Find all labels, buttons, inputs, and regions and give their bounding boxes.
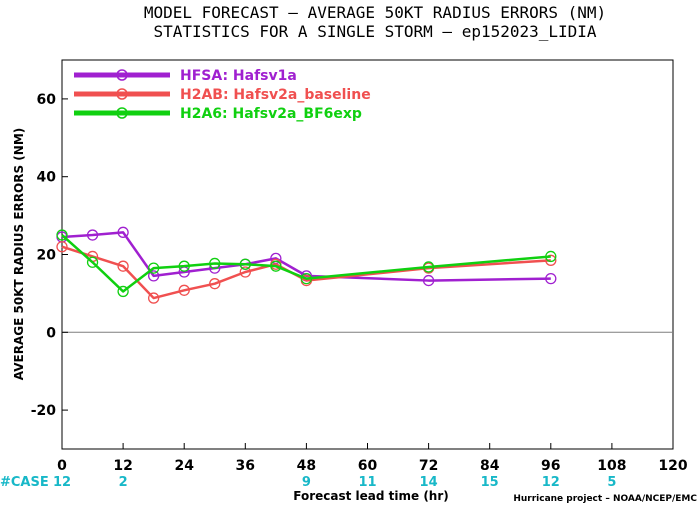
case-count: 2 [119, 475, 128, 490]
y-tick-label: -20 [31, 403, 57, 419]
data-point [86, 256, 99, 268]
x-tick-label: 120 [658, 458, 687, 474]
x-tick-label: 84 [480, 458, 500, 474]
data-point [545, 250, 557, 263]
data-point [56, 241, 68, 253]
data-point [147, 262, 160, 274]
series-3 [56, 229, 557, 298]
data-point [422, 261, 435, 273]
data-point [209, 257, 221, 270]
plot-frame [61, 59, 674, 450]
chart-subtitle: STATISTICS FOR A SINGLE STORM – ep152023… [153, 22, 596, 41]
data-point [545, 254, 557, 266]
x-tick-label: 108 [597, 458, 626, 474]
x-axis-label: Forecast lead time (hr) [293, 489, 449, 503]
credit-text: Hurricane project – NOAA/NCEP/EMC [513, 494, 697, 504]
data-point [147, 270, 160, 282]
data-point [117, 226, 129, 238]
data-point [545, 272, 557, 285]
y-tick-label: 20 [37, 248, 57, 264]
x-tick-label: 72 [419, 458, 438, 474]
legend-marker [116, 88, 128, 100]
case-count: 12 [542, 475, 560, 490]
legend-marker [116, 69, 128, 81]
data-point [422, 274, 435, 287]
case-count: 14 [420, 475, 438, 490]
x-tick-label: 0 [57, 458, 67, 474]
data-point [239, 258, 251, 270]
legend-entry: H2A6: Hafsv2a_BF6exp [180, 106, 362, 122]
case-count: 9 [302, 475, 311, 490]
data-point [117, 285, 129, 298]
legend-entry: H2AB: Hafsv2a_baseline [180, 87, 371, 103]
legend-entry: HFSA: Hafsv1a [180, 68, 297, 84]
x-tick-label: 24 [174, 458, 194, 474]
data-point [209, 278, 221, 290]
case-count: 11 [358, 475, 376, 490]
x-tick-label: 12 [113, 458, 132, 474]
case-count: 15 [481, 475, 499, 490]
case-count: 5 [607, 475, 616, 490]
data-point [239, 266, 251, 278]
data-point [178, 260, 190, 272]
data-point [117, 260, 129, 272]
y-tick-label: 0 [46, 325, 56, 341]
x-tick-label: 48 [297, 458, 316, 474]
data-point [86, 229, 99, 241]
chart-title: MODEL FORECAST – AVERAGE 50KT RADIUS ERR… [144, 3, 606, 22]
series-2 [56, 241, 557, 304]
x-tick-label: 60 [358, 458, 378, 474]
series-line [61, 234, 551, 293]
data-point [147, 292, 160, 304]
data-point [56, 229, 68, 241]
y-tick-label: 40 [37, 170, 57, 186]
data-point [178, 284, 190, 296]
case-count: 12 [53, 475, 71, 490]
y-axis-label: AVERAGE 50KT RADIUS ERRORS (NM) [12, 128, 26, 380]
x-tick-label: 36 [236, 458, 255, 474]
case-label: #CASE [0, 475, 49, 490]
x-tick-label: 96 [541, 458, 560, 474]
data-point [300, 272, 313, 285]
series-line [61, 245, 551, 300]
y-tick-label: 60 [37, 92, 57, 108]
data-point [270, 260, 282, 272]
legend-marker [116, 107, 128, 119]
